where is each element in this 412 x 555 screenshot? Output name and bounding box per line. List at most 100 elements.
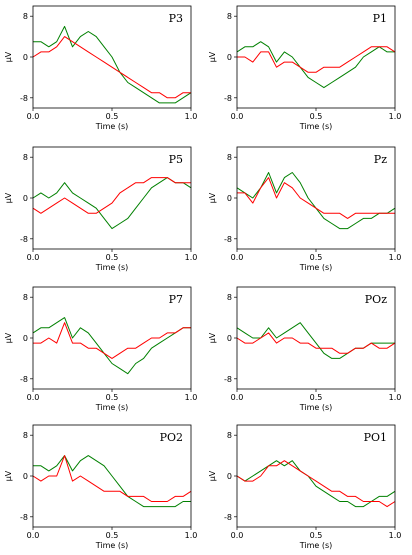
x-tick-label: 1.0 bbox=[389, 112, 402, 121]
panel-po1: PO1 0.0 0.5 1.0 8 0 -8 Time (s) µV bbox=[208, 424, 402, 550]
x-tick-label: 0.0 bbox=[231, 112, 244, 121]
panel-p1: P1 0.0 0.5 1.0 8 0 -8 Time (s) µV bbox=[208, 5, 402, 131]
y-tick-label: -8 bbox=[224, 375, 232, 384]
y-tick-label: 0 bbox=[227, 334, 232, 343]
series-line-2 bbox=[237, 46, 396, 73]
y-tick-label: 8 bbox=[227, 431, 232, 440]
x-tick-label: 0.5 bbox=[106, 253, 119, 262]
x-tick-label: 0.5 bbox=[106, 393, 119, 402]
x-tick-label: 0.0 bbox=[231, 393, 244, 402]
chart-title: P1 bbox=[373, 12, 387, 25]
x-axis-label: Time (s) bbox=[299, 541, 333, 550]
y-tick-label: 8 bbox=[23, 12, 28, 21]
series-line-2 bbox=[236, 332, 396, 354]
series-line-1 bbox=[33, 455, 191, 508]
y-tick-label: 8 bbox=[227, 153, 232, 162]
x-tick-label: 1.0 bbox=[185, 531, 198, 540]
x-axis-label: Time (s) bbox=[95, 122, 129, 131]
y-tick-label: -8 bbox=[20, 513, 28, 522]
chart-title: POz bbox=[365, 293, 387, 306]
y-tick-label: -8 bbox=[224, 235, 232, 244]
y-tick-label: 8 bbox=[227, 293, 232, 302]
panel-p7: P7 0.0 0.5 1.0 8 0 -8 Time (s) µV bbox=[4, 286, 198, 412]
series-line-2 bbox=[236, 460, 396, 508]
series-line-1 bbox=[236, 322, 395, 359]
series-line-1 bbox=[32, 177, 192, 230]
x-axis-label: Time (s) bbox=[299, 403, 333, 412]
x-axis-label: Time (s) bbox=[299, 122, 333, 131]
series-line-1 bbox=[236, 460, 396, 508]
y-tick-label: 8 bbox=[227, 12, 232, 21]
series-line-2 bbox=[32, 455, 192, 502]
x-tick-label: 0.0 bbox=[27, 393, 40, 402]
y-tick-label: 0 bbox=[23, 334, 28, 343]
chart-title: P3 bbox=[169, 12, 183, 25]
x-tick-label: 0.0 bbox=[27, 531, 40, 540]
x-tick-label: 0.5 bbox=[310, 253, 323, 262]
y-tick-label: -8 bbox=[224, 94, 232, 103]
panel-poz: POz 0.0 0.5 1.0 8 0 -8 Time (s) µV bbox=[208, 286, 402, 412]
chart-title: PO2 bbox=[160, 431, 183, 444]
y-axis-label: µV bbox=[208, 192, 217, 203]
y-axis-label: µV bbox=[4, 192, 13, 203]
y-tick-label: -8 bbox=[20, 375, 28, 384]
x-tick-label: 1.0 bbox=[389, 253, 402, 262]
x-axis-label: Time (s) bbox=[95, 263, 129, 272]
panel-po2: PO2 0.0 0.5 1.0 8 0 -8 Time (s) µV bbox=[4, 424, 198, 550]
series-line-1 bbox=[33, 25, 192, 104]
x-axis-label: Time (s) bbox=[299, 263, 333, 272]
chart-title: PO1 bbox=[364, 431, 387, 444]
y-tick-label: -8 bbox=[20, 235, 28, 244]
y-tick-label: 8 bbox=[23, 431, 28, 440]
chart-title: Pz bbox=[374, 153, 387, 166]
y-tick-label: 0 bbox=[23, 472, 28, 481]
y-axis-label: µV bbox=[4, 51, 13, 62]
y-axis-label: µV bbox=[208, 51, 217, 62]
y-tick-label: -8 bbox=[20, 94, 28, 103]
plot-frame bbox=[236, 5, 396, 109]
y-axis-label: µV bbox=[208, 332, 217, 343]
x-tick-label: 1.0 bbox=[185, 393, 198, 402]
plot-frame bbox=[236, 146, 396, 250]
series-line-2 bbox=[33, 322, 191, 359]
x-axis-label: Time (s) bbox=[95, 541, 129, 550]
panel-pz: Pz 0.0 0.5 1.0 8 0 -8 Time (s) µV bbox=[208, 146, 402, 272]
y-tick-label: 0 bbox=[227, 472, 232, 481]
y-tick-label: 8 bbox=[23, 153, 28, 162]
y-axis-label: µV bbox=[4, 470, 13, 481]
plot-frame bbox=[32, 146, 192, 250]
x-tick-label: 0.5 bbox=[106, 112, 119, 121]
x-tick-label: 1.0 bbox=[389, 531, 402, 540]
x-tick-label: 1.0 bbox=[185, 253, 198, 262]
x-tick-label: 0.5 bbox=[106, 531, 119, 540]
series-line-2 bbox=[237, 177, 395, 219]
series-line-1 bbox=[236, 172, 396, 230]
x-axis-label: Time (s) bbox=[95, 403, 129, 412]
y-axis-label: µV bbox=[208, 470, 217, 481]
x-tick-label: 0.5 bbox=[310, 393, 323, 402]
chart-title: P7 bbox=[169, 293, 183, 306]
x-tick-label: 0.5 bbox=[310, 112, 323, 121]
panel-p3: P3 0.0 0.5 1.0 8 0 -8 Time (s) µV bbox=[4, 5, 198, 131]
y-axis-label: µV bbox=[4, 332, 13, 343]
series-line-1 bbox=[236, 41, 395, 89]
y-tick-label: -8 bbox=[224, 513, 232, 522]
y-tick-label: 0 bbox=[23, 194, 28, 203]
chart-title: P5 bbox=[169, 153, 183, 166]
x-tick-label: 0.5 bbox=[310, 531, 323, 540]
series-line-1 bbox=[32, 317, 191, 375]
y-tick-label: 8 bbox=[23, 293, 28, 302]
x-tick-label: 1.0 bbox=[389, 393, 402, 402]
x-tick-label: 0.0 bbox=[231, 253, 244, 262]
x-tick-label: 0.0 bbox=[231, 531, 244, 540]
x-tick-label: 1.0 bbox=[185, 112, 198, 121]
y-tick-label: 0 bbox=[227, 194, 232, 203]
y-tick-label: 0 bbox=[227, 53, 232, 62]
x-tick-label: 0.0 bbox=[27, 112, 40, 121]
series-line-2 bbox=[32, 36, 191, 99]
panel-p5: P5 0.0 0.5 1.0 8 0 -8 Time (s) µV bbox=[4, 146, 198, 272]
x-tick-label: 0.0 bbox=[27, 253, 40, 262]
series-line-2 bbox=[32, 177, 191, 214]
